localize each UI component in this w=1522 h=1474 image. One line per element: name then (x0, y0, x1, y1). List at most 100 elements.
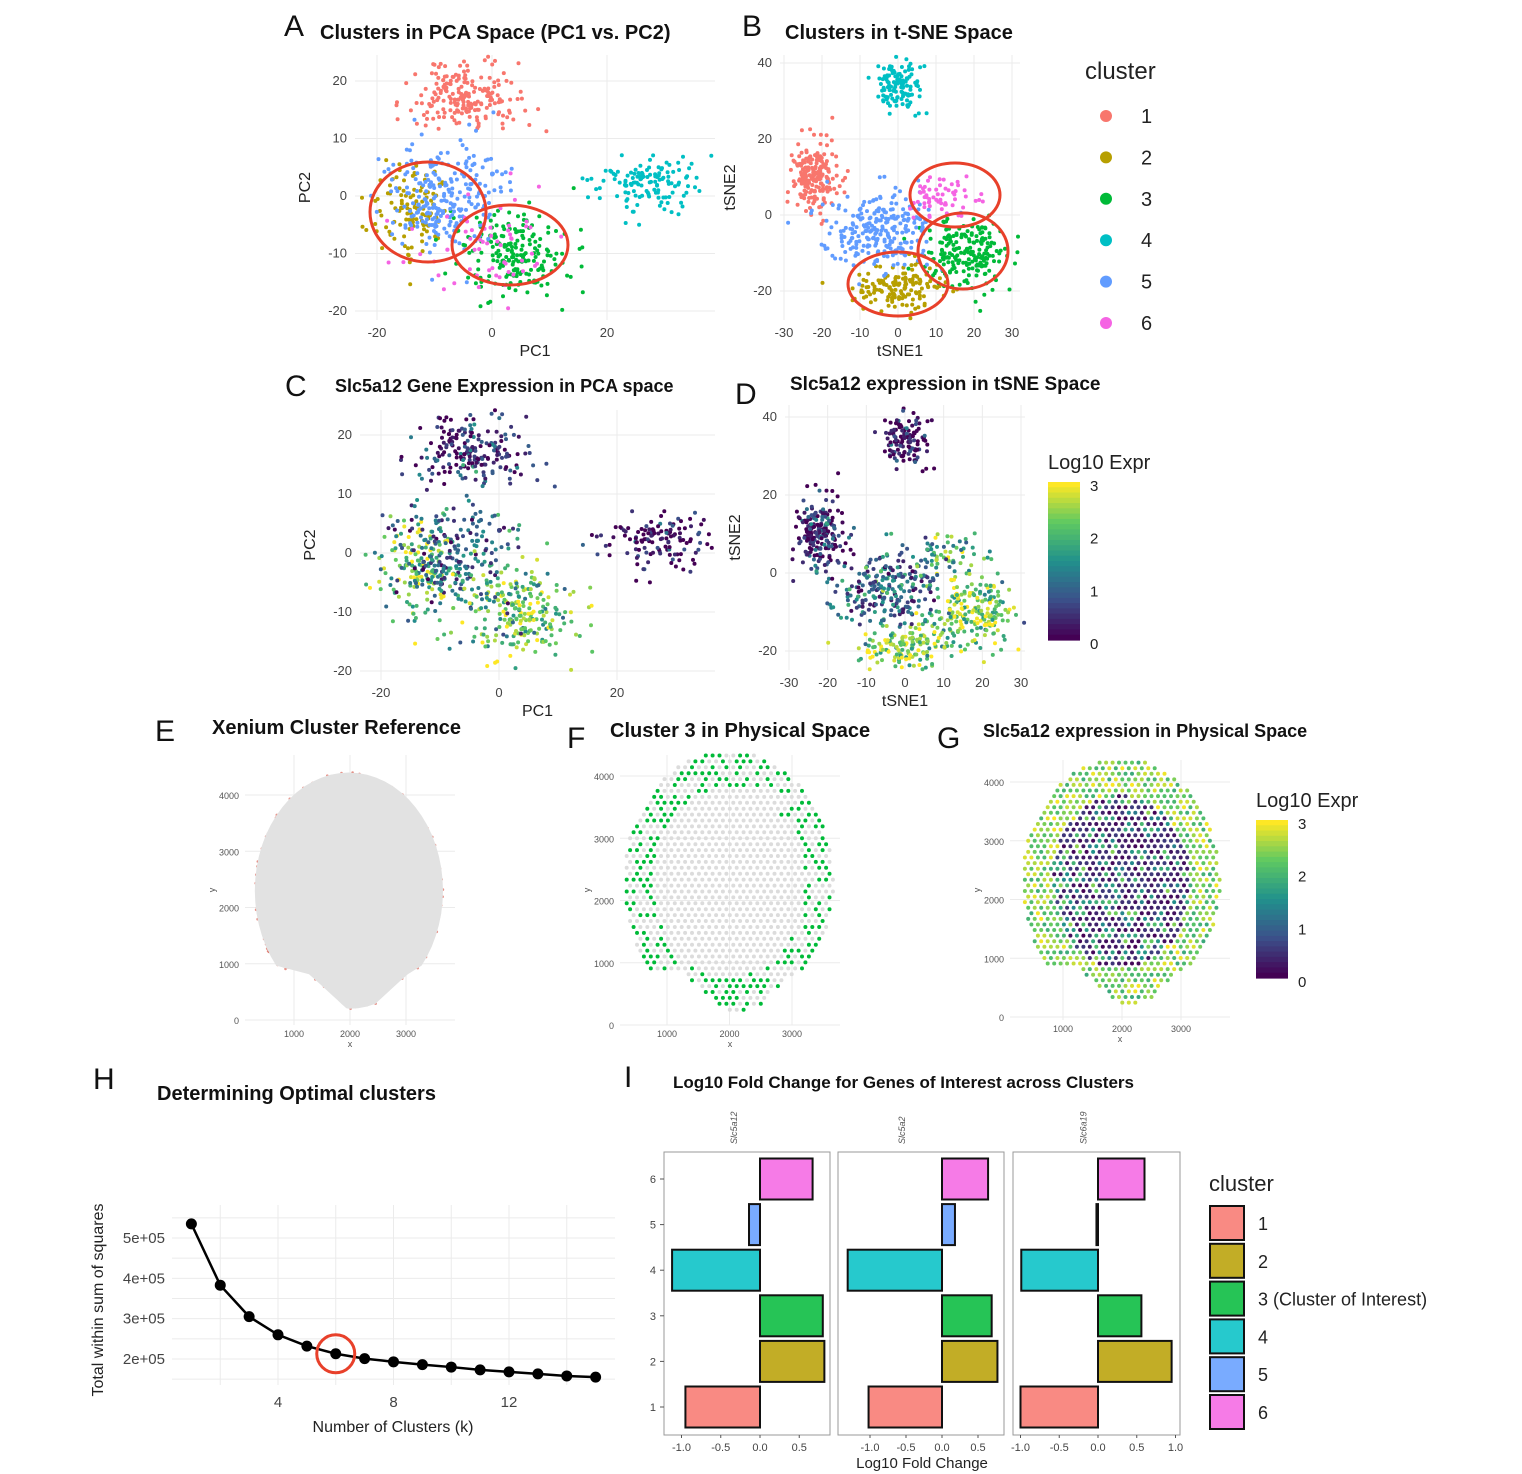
data-point (394, 103, 399, 108)
data-point (433, 237, 438, 242)
data-point (824, 488, 829, 493)
data-point (480, 534, 484, 539)
data-point (884, 576, 889, 581)
data-point (806, 185, 811, 190)
data-point (811, 557, 816, 562)
data-point (483, 114, 488, 119)
data-point (462, 441, 467, 446)
data-point (360, 195, 364, 200)
data-point (399, 193, 404, 198)
data-point (975, 238, 979, 243)
data-point (940, 255, 945, 260)
data-point (648, 157, 652, 162)
data-point (820, 186, 825, 191)
data-point (861, 295, 866, 300)
data-point (466, 461, 471, 466)
data-point (406, 545, 411, 550)
data-point (678, 552, 683, 557)
data-point (424, 573, 429, 577)
data-point (504, 624, 509, 629)
data-point (916, 622, 921, 627)
data-point (430, 471, 435, 476)
data-point (980, 599, 985, 604)
data-point (877, 206, 882, 211)
data-point (952, 633, 957, 638)
data-point (874, 652, 879, 657)
data-point (827, 185, 832, 190)
data-point (419, 476, 424, 481)
data-point (667, 545, 672, 550)
data-point (465, 446, 470, 451)
data-point (948, 269, 953, 274)
data-point (418, 252, 423, 257)
data-point (411, 611, 416, 616)
data-point (657, 171, 662, 176)
data-point (899, 595, 904, 600)
data-point (521, 229, 525, 234)
data-point (496, 78, 501, 83)
data-point (380, 246, 385, 251)
data-point (843, 208, 848, 213)
data-point (427, 585, 432, 590)
data-point (679, 519, 683, 524)
data-point (493, 547, 498, 552)
data-point (611, 535, 616, 540)
data-point (423, 610, 428, 615)
colorbar-segment (1256, 935, 1288, 942)
data-point (810, 165, 815, 170)
data-point (455, 196, 460, 201)
data-point (589, 623, 593, 628)
data-point (897, 660, 902, 665)
data-point (880, 77, 885, 82)
data-point (871, 587, 876, 592)
data-point (879, 278, 883, 283)
data-point (393, 546, 398, 551)
data-point (819, 242, 824, 247)
data-point (910, 280, 915, 285)
data-point (450, 202, 455, 207)
data-point (667, 552, 672, 557)
data-point (496, 446, 500, 451)
data-point (459, 84, 464, 89)
data-point (409, 517, 414, 522)
data-point (511, 272, 516, 277)
data-point (504, 634, 509, 639)
data-point (457, 573, 462, 578)
data-point (922, 301, 927, 306)
data-point (918, 573, 923, 578)
data-point (911, 663, 916, 668)
data-point (450, 572, 455, 577)
data-point (885, 298, 890, 303)
data-point (437, 454, 442, 459)
data-point (415, 584, 419, 589)
data-point (458, 640, 463, 645)
data-point (925, 653, 930, 658)
data-point (680, 204, 685, 209)
data-point (661, 195, 666, 200)
data-point (906, 93, 911, 98)
data-point (682, 547, 687, 552)
data-point (921, 294, 926, 299)
data-point (439, 425, 444, 430)
data-point (917, 296, 922, 301)
data-point (456, 73, 461, 78)
data-point (877, 76, 882, 81)
data-point (948, 238, 953, 243)
data-point (466, 192, 471, 197)
data-point (819, 221, 824, 226)
data-point (898, 622, 903, 627)
data-point (424, 211, 429, 216)
data-point (872, 290, 876, 295)
colorbar-segment (1256, 820, 1288, 826)
x-tick-label: -20 (368, 325, 387, 340)
data-point (905, 546, 910, 551)
data-point (673, 184, 677, 189)
data-point (474, 538, 479, 543)
data-point (904, 426, 909, 431)
data-point (502, 617, 507, 622)
data-point (646, 560, 651, 565)
data-point (830, 489, 835, 493)
data-point (525, 290, 530, 295)
data-point (453, 239, 458, 244)
colorbar-segment (1048, 487, 1080, 494)
